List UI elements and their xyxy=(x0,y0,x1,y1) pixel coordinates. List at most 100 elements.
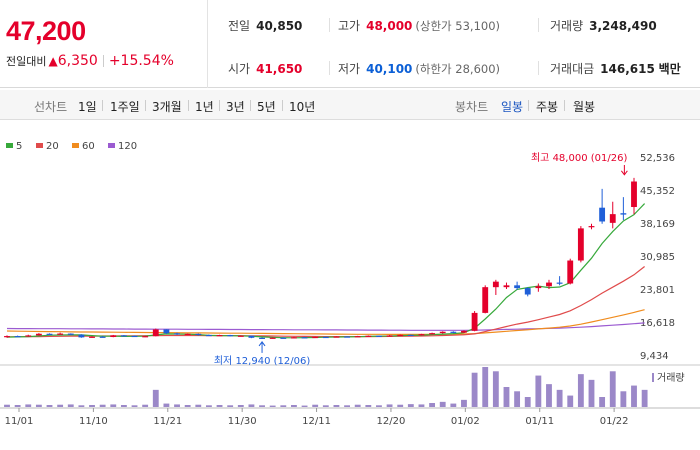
y-axis: 52,536 45,352 38,169 30,985 23,801 16,618 9,43… xyxy=(640,153,675,362)
candle-body xyxy=(280,337,287,339)
x-tick-label: 12/20 xyxy=(377,416,406,427)
candle-body xyxy=(407,334,414,337)
candle-body xyxy=(492,281,499,288)
volume-bar xyxy=(78,405,85,407)
period-1d-button[interactable]: 1일 xyxy=(78,100,97,114)
divider xyxy=(329,18,330,32)
candle-body xyxy=(439,331,446,334)
candle-body xyxy=(269,337,276,339)
y-tick-label: 52,536 xyxy=(640,153,675,164)
candle-body xyxy=(535,286,542,289)
upper-limit: (상한가 53,100) xyxy=(415,19,501,33)
volume-bar xyxy=(142,404,149,407)
volume-bar xyxy=(588,379,595,407)
candle xyxy=(142,335,149,338)
x-tick-label: 01/11 xyxy=(525,416,554,427)
candle xyxy=(461,330,467,333)
candle-body xyxy=(450,331,457,333)
candle-body xyxy=(57,333,64,335)
candle xyxy=(259,337,265,339)
candle xyxy=(577,226,584,263)
volume-bar xyxy=(482,367,489,407)
candle xyxy=(397,334,404,337)
candle xyxy=(89,336,95,338)
candles xyxy=(4,177,637,339)
candle xyxy=(269,337,276,339)
candle xyxy=(492,279,499,295)
volume-bar xyxy=(407,404,414,407)
x-tick-label: 01/02 xyxy=(451,416,480,427)
candle xyxy=(312,336,319,339)
low-arrow-icon xyxy=(258,341,266,347)
candle-monthly-button[interactable]: 월봉 xyxy=(573,100,596,114)
divider xyxy=(145,100,146,111)
legend-swatch xyxy=(36,143,43,148)
legend-swatch xyxy=(72,143,79,148)
y-tick-label: 9,434 xyxy=(640,351,669,362)
candle xyxy=(46,333,53,335)
period-1y-button[interactable]: 1년 xyxy=(195,100,214,114)
candle-body xyxy=(503,285,510,288)
y-tick-label: 16,618 xyxy=(640,318,675,329)
candle xyxy=(333,336,340,338)
candle-weekly-button[interactable]: 주봉 xyxy=(536,100,559,114)
candle xyxy=(131,335,138,338)
candle-body xyxy=(577,228,584,261)
volume-bar xyxy=(333,405,340,407)
volume-legend-label: 거래량 xyxy=(657,372,685,384)
volume-bar xyxy=(397,404,404,407)
volume-bar xyxy=(418,404,425,407)
legend-label: 60 xyxy=(82,141,95,152)
candle-body xyxy=(354,336,361,338)
candle xyxy=(195,333,202,336)
volume-bar xyxy=(450,403,457,407)
divider xyxy=(564,100,565,111)
volume-bar xyxy=(14,405,21,407)
candle-body xyxy=(291,337,297,339)
candle-body xyxy=(67,333,74,335)
y-tick-label: 23,801 xyxy=(640,285,675,296)
candle-body xyxy=(312,336,319,339)
divider xyxy=(102,100,103,111)
candle xyxy=(120,335,127,337)
volume-bar xyxy=(291,405,297,407)
candle-body xyxy=(514,285,521,289)
divider xyxy=(329,61,330,75)
candle xyxy=(344,336,350,338)
current-price: 47,200 xyxy=(6,16,86,46)
legend-label: 20 xyxy=(46,141,59,152)
candle-body xyxy=(322,336,329,339)
change-value: 6,350 xyxy=(57,53,98,69)
volume-bar xyxy=(365,405,372,407)
divider xyxy=(250,100,251,111)
stock-chart[interactable]: 5 20 60 120 52,536 45,352 38,169 30,985 23,801 1… xyxy=(0,121,700,450)
period-3y-button[interactable]: 3년 xyxy=(226,100,245,114)
volume-bar xyxy=(131,405,138,407)
candle-body xyxy=(205,334,212,337)
high-annotation: 최고 48,000 (01/26) xyxy=(531,152,627,164)
candle-body xyxy=(216,335,223,337)
volume-bar xyxy=(248,404,255,407)
period-3m-button[interactable]: 3개월 xyxy=(152,100,182,114)
period-1w-button[interactable]: 1주일 xyxy=(110,100,140,114)
candle-body xyxy=(248,335,255,338)
period-10y-button[interactable]: 10년 xyxy=(289,100,316,114)
candle xyxy=(248,335,255,339)
candle-body xyxy=(620,213,627,215)
candle-body xyxy=(567,260,574,284)
low-cell: 저가 40,100 (하한가 28,600) xyxy=(338,60,500,77)
candle-body xyxy=(131,335,138,338)
candle-body xyxy=(120,335,127,337)
volume-legend-swatch xyxy=(652,373,654,382)
volume-bar xyxy=(620,391,627,407)
candle-body xyxy=(524,288,531,295)
candle-daily-button[interactable]: 일봉 xyxy=(501,100,524,114)
candle-body xyxy=(195,333,202,336)
x-tick-label: 11/21 xyxy=(153,416,182,427)
volume-bar xyxy=(205,405,212,407)
candle-body xyxy=(631,181,637,208)
volume-bar xyxy=(301,405,308,407)
period-5y-button[interactable]: 5년 xyxy=(257,100,276,114)
candle-body xyxy=(556,282,563,284)
volume-bar xyxy=(4,404,10,407)
